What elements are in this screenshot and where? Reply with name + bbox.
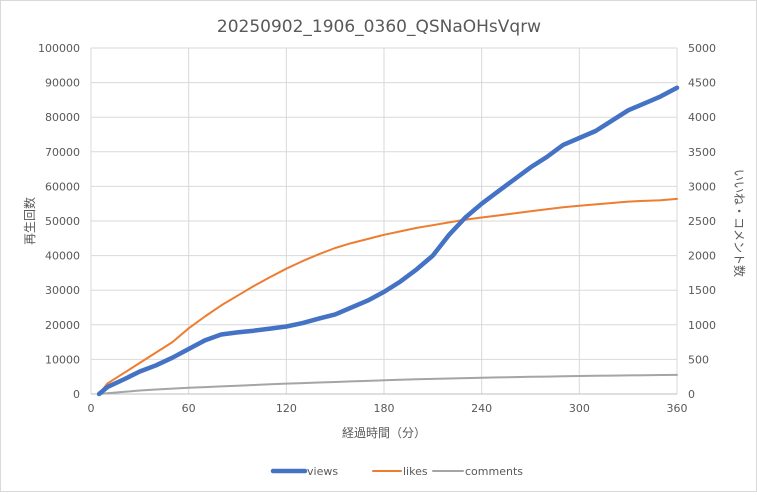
y2-tick-label: 4500 [688, 77, 716, 90]
y2-tick-label: 1500 [688, 284, 716, 297]
x-tick-label: 360 [667, 402, 688, 415]
x-tick-label: 300 [569, 402, 590, 415]
y-tick-label: 10000 [45, 353, 80, 366]
legend-label-views: views [307, 465, 338, 478]
y2-tick-label: 0 [688, 388, 695, 401]
y-tick-label: 30000 [45, 284, 80, 297]
gridlines [90, 47, 678, 395]
y-tick-label: 40000 [45, 250, 80, 263]
y-axis-title: 再生回数 [22, 197, 37, 245]
y-tick-label: 0 [73, 388, 80, 401]
legend-label-likes: likes [403, 465, 428, 478]
y-tick-label: 100000 [38, 42, 80, 55]
x-tick-label: 180 [374, 402, 395, 415]
chart-title: 20250902_1906_0360_QSNaOHsVqrw [217, 17, 541, 37]
x-tick-label: 60 [182, 402, 196, 415]
x-tick-label: 120 [276, 402, 297, 415]
y-tick-label: 20000 [45, 319, 80, 332]
y2-tick-label: 2000 [688, 250, 716, 263]
y2-tick-label: 3000 [688, 180, 716, 193]
y-tick-label: 90000 [45, 77, 80, 90]
y2-axis-ticks: 0 500 1000 1500 2000 2500 3000 3500 4000 4500 5000 [688, 42, 716, 401]
y-tick-label: 80000 [45, 111, 80, 124]
x-tick-label: 240 [471, 402, 492, 415]
legend: views likes comments [270, 465, 523, 478]
series-line-views [96, 85, 680, 397]
y2-tick-label: 5000 [688, 42, 716, 55]
y2-axis-title: いいね・コメント数 [732, 169, 747, 277]
series-layer [96, 85, 680, 397]
y2-tick-label: 3500 [688, 146, 716, 159]
y-tick-label: 70000 [45, 146, 80, 159]
series-line-likes [98, 197, 678, 395]
y-tick-label: 60000 [45, 180, 80, 193]
y2-tick-label: 1000 [688, 319, 716, 332]
x-tick-label: 0 [88, 402, 95, 415]
y2-tick-label: 4000 [688, 111, 716, 124]
legend-label-comments: comments [465, 465, 523, 478]
y-axis-ticks: 0 10000 20000 30000 40000 50000 60000 70000 8000… [38, 42, 80, 401]
series-line-comments [98, 373, 678, 395]
y2-tick-label: 500 [688, 353, 709, 366]
y-tick-label: 50000 [45, 215, 80, 228]
x-axis-title: 経過時間（分） [342, 426, 426, 440]
y2-tick-label: 2500 [688, 215, 716, 228]
x-axis-ticks: 0 60 120 180 240 300 360 [88, 402, 688, 415]
